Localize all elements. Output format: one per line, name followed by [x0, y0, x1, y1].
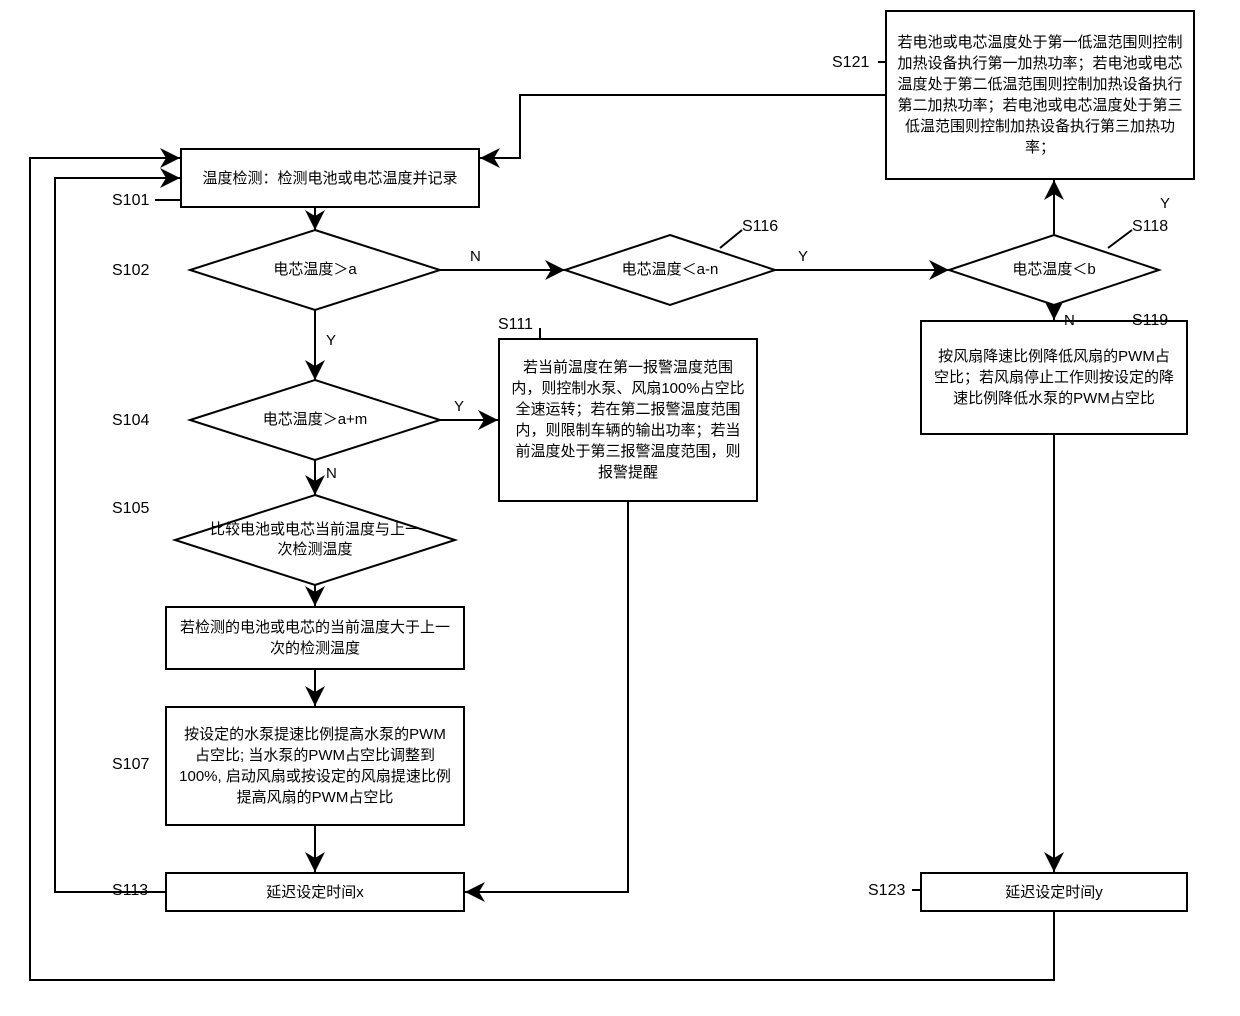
- yn-n104-y: Y: [454, 398, 464, 415]
- label-s101: S101: [112, 192, 149, 210]
- diamond-text-s104: 电芯温度＞a+m: [220, 384, 410, 456]
- node-s111: 若当前温度在第一报警温度范围内，则控制水泵、风扇100%占空比全速运转；若在第二…: [498, 338, 758, 502]
- label-s104: S104: [112, 412, 149, 430]
- node-text: 温度检测：检测电池或电芯温度并记录: [202, 168, 457, 189]
- node-text: 按设定的水泵提速比例提高水泵的PWM占空比; 当水泵的PWM占空比调整到100%…: [177, 724, 453, 808]
- diamond-text-s102: 电芯温度＞a: [220, 234, 410, 306]
- node-text: 若电池或电芯温度处于第一低温范围则控制加热设备执行第一加热功率；若电池或电芯温度…: [897, 32, 1183, 158]
- yn-n118-n: N: [1064, 312, 1075, 329]
- yn-n102-n: N: [470, 248, 481, 265]
- diamond-text-s105: 比较电池或电芯当前温度与上一次检测温度: [209, 500, 422, 581]
- label-s116: S116: [742, 218, 778, 236]
- yn-n116-y: Y: [798, 248, 808, 265]
- label-s107: S107: [112, 756, 149, 774]
- node-s123: 延迟设定时间y: [920, 872, 1188, 912]
- label-s102: S102: [112, 262, 149, 280]
- node-s119: 按风扇降速比例降低风扇的PWM占空比；若风扇停止工作则按设定的降速比例降低水泵的…: [920, 320, 1188, 435]
- node-text: 若当前温度在第一报警温度范围内，则控制水泵、风扇100%占空比全速运转；若在第二…: [510, 357, 746, 483]
- yn-n118-y: Y: [1160, 195, 1170, 212]
- label-s123: S123: [868, 882, 905, 900]
- node-text: 延迟设定时间y: [1005, 882, 1103, 903]
- node-s121: 若电池或电芯温度处于第一低温范围则控制加热设备执行第一加热功率；若电池或电芯温度…: [885, 10, 1195, 180]
- node-s101: 温度检测：检测电池或电芯温度并记录: [180, 148, 480, 208]
- diamond-text-s116: 电芯温度＜a-n: [590, 239, 750, 302]
- yn-n102-y: Y: [326, 332, 336, 349]
- label-s111: S111: [498, 316, 533, 334]
- label-s119: S119: [1132, 312, 1168, 330]
- node-s106: 若检测的电池或电芯的当前温度大于上一次的检测温度: [165, 606, 465, 670]
- label-s118: S118: [1132, 218, 1168, 236]
- node-text: 按风扇降速比例降低风扇的PWM占空比；若风扇停止工作则按设定的降速比例降低水泵的…: [932, 346, 1176, 409]
- diamond-text-s118: 电芯温度＜b: [974, 239, 1134, 302]
- label-s105: S105: [112, 500, 149, 518]
- label-s113: S113: [112, 882, 148, 900]
- node-text: 若检测的电池或电芯的当前温度大于上一次的检测温度: [177, 617, 453, 659]
- node-s113: 延迟设定时间x: [165, 872, 465, 912]
- label-s121: S121: [832, 54, 869, 72]
- node-text: 延迟设定时间x: [266, 882, 364, 903]
- yn-n104-n: N: [326, 465, 337, 482]
- node-s107: 按设定的水泵提速比例提高水泵的PWM占空比; 当水泵的PWM占空比调整到100%…: [165, 706, 465, 826]
